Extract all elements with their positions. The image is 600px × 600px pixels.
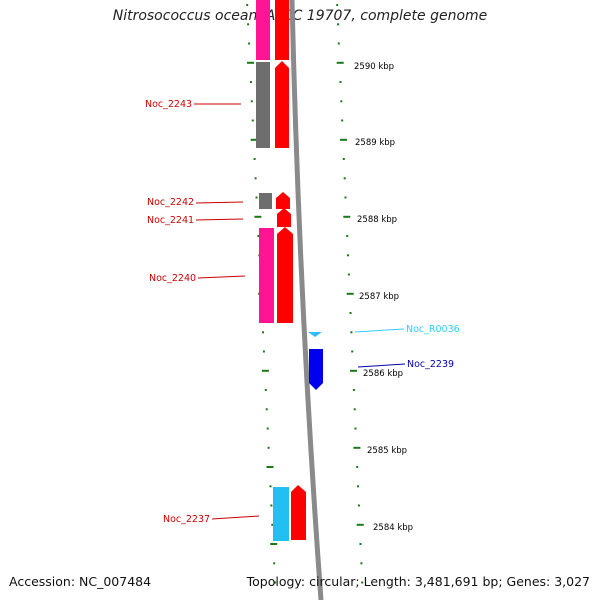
outer-tick-mark [361,581,364,584]
outer-tick-mark [339,81,342,83]
inner-tick-mark [274,581,277,584]
outer-tick-mark [340,100,343,103]
accession-text: Accession: NC_007484 [9,574,152,589]
outer-tick-mark [343,215,351,218]
outer-tick-mark [347,273,350,276]
cds-arrow-noc2241 [277,208,291,227]
outer-tick-mark [337,23,339,26]
outer-tick-mark [349,312,352,314]
inner-tick-mark [270,504,273,507]
outer-tick-mark [357,504,360,507]
cog-bar-noc2240 [259,228,274,323]
gene-label-noc2237: Noc_2237 [163,514,210,525]
cds-arrow-noc2239 [309,349,323,390]
outer-tick-mark [357,485,359,488]
scale-label-2588: 2588 kbp [357,215,397,225]
outer-tick-mark [353,446,361,449]
outer-tick-mark [352,389,355,391]
cds-arrow-noc2237 [291,485,306,540]
inner-tick-mark [266,466,274,468]
inner-tick-track [246,4,278,584]
inner-tick-mark [261,369,269,372]
outer-tick-mark [342,158,345,160]
outer-tick-mark [346,292,354,295]
inner-tick-mark [269,485,272,488]
gene-label-noc2241: Noc_2241 [147,215,194,226]
inner-tick-mark [267,446,270,449]
inner-tick-mark [262,331,264,334]
gene-label-noc-r0036: Noc_R0036 [406,324,460,335]
cds-arrow-noc2242 [276,192,290,209]
inner-tick-mark [251,119,254,122]
inner-tick-mark [248,42,251,45]
leader-line-noc2237 [211,515,260,520]
cog-bar-noc2237 [273,487,289,541]
cog-bar-top [256,0,270,60]
inner-tick-mark [249,81,252,83]
inner-tick-mark [254,177,257,180]
inner-tick-mark [262,350,265,353]
inner-tick-mark [270,543,278,545]
inner-tick-mark [250,138,258,141]
gene-label-noc2240: Noc_2240 [149,273,196,284]
outer-tick-mark [356,523,364,526]
outer-tick-mark [340,138,347,141]
rna-arrow-noc-r0036 [308,332,322,337]
scale-label-2584: 2584 kbp [373,523,413,533]
inner-tick-mark [250,100,253,103]
gene-label-noc2242: Noc_2242 [147,197,194,208]
gene-label-noc2243: Noc_2243 [145,99,192,110]
inner-tick-mark [255,196,258,199]
outer-tick-mark [350,369,357,372]
outer-tick-mark [354,427,357,430]
scale-label-2585: 2585 kbp [367,446,407,456]
inner-tick-mark [271,523,274,526]
outer-tick-mark [336,4,339,6]
outer-tick-mark [336,61,344,64]
scale-label-2586: 2586 kbp [363,369,403,379]
outer-tick-mark [353,408,356,411]
outer-tick-mark [346,235,349,237]
map-title: Nitrosococcus oceani ATCC 19707, complet… [112,8,488,24]
cds-arrow-noc2243 [275,61,289,148]
inner-tick-mark [246,4,249,6]
inner-tick-mark [254,215,262,218]
cds-arrow-noc2240 [277,227,293,323]
outer-tick-mark [341,119,344,122]
outer-tick-mark [356,466,359,468]
outer-tick-mark [359,543,362,545]
inner-tick-mark [257,235,260,237]
cog-bar-noc2242 [259,193,272,209]
inner-tick-mark [265,408,268,411]
outer-tick-mark [344,196,347,199]
genome-backbone [289,0,324,600]
cds-arrow-top [275,0,289,60]
gene-label-noc2239: Noc_2239 [407,359,454,370]
scale-label-2589: 2589 kbp [355,138,395,148]
outer-tick-mark [347,254,349,257]
outer-tick-mark [360,562,363,565]
inner-tick-mark [264,389,267,391]
scale-label-2590: 2590 kbp [354,62,394,72]
outer-tick-mark [343,177,346,180]
inner-tick-mark [247,23,250,26]
inner-tick-mark [273,562,276,565]
inner-tick-mark [247,61,254,64]
inner-tick-mark [266,427,269,430]
leader-line-noc2242 [195,201,244,204]
outer-tick-mark [350,331,353,334]
outer-tick-mark [351,350,354,353]
leader-line-noc2240 [197,275,246,279]
leader-line-noc2241 [195,218,244,221]
genome-summary-text: Topology: circular; Length: 3,481,691 bp… [246,574,590,589]
leader-line-noc2239 [357,363,406,368]
scale-label-2587: 2587 kbp [359,292,399,302]
outer-tick-track [336,4,364,584]
leader-line-noc-r0036 [354,328,405,333]
outer-tick-mark [337,42,340,45]
inner-tick-mark [253,158,256,160]
cog-bar-noc2243 [256,62,270,148]
